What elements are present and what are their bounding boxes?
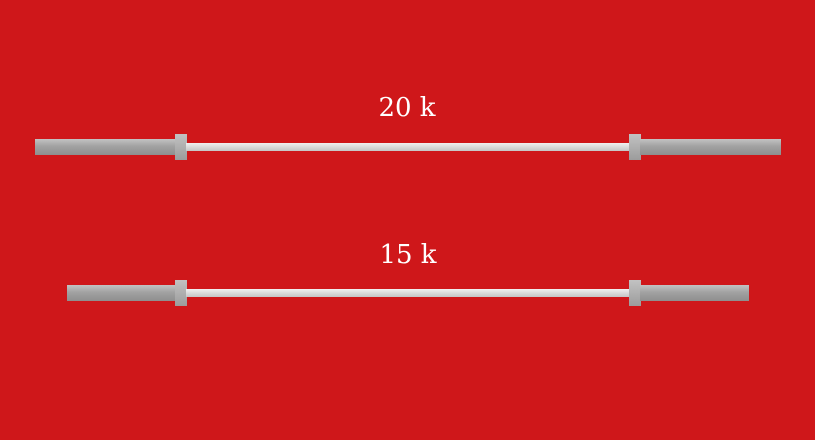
barbell-15-left-sleeve	[67, 285, 177, 301]
barbell-15-right-sleeve	[640, 285, 749, 301]
barbell-20-right-collar	[629, 134, 641, 160]
barbell-15-label: 15 k	[379, 240, 437, 270]
barbell-20-left-sleeve	[35, 139, 177, 155]
barbell-20-shaft	[186, 143, 631, 151]
barbell-15-right-collar	[629, 280, 641, 306]
barbell-20-label: 20 k	[378, 93, 436, 123]
barbell-20-right-sleeve	[640, 139, 781, 155]
barbell-15-shaft	[186, 289, 631, 297]
barbell-20-left-collar	[175, 134, 187, 160]
barbell-15-left-collar	[175, 280, 187, 306]
